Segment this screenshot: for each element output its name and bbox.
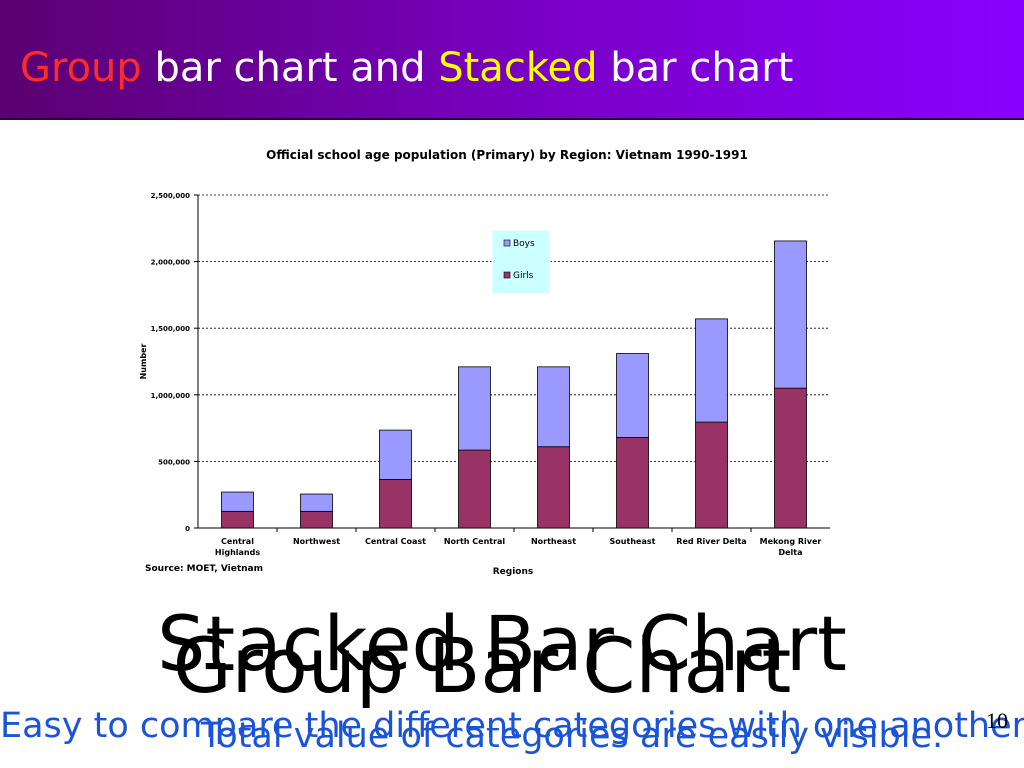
title-end-text: bar chart <box>597 45 794 91</box>
legend-label: Girls <box>513 271 534 281</box>
legend-label: Boys <box>513 239 535 249</box>
bar-boys <box>300 493 333 512</box>
x-tick-label: Mekong River <box>760 537 822 546</box>
legend-box <box>491 229 551 295</box>
x-tick-label: Northwest <box>293 537 340 546</box>
bar-boys <box>695 318 728 423</box>
bar-boys <box>537 366 570 448</box>
x-tick-label: Highlands <box>215 548 260 557</box>
y-tick-label: 1,500,000 <box>151 325 191 333</box>
bar-girls <box>300 510 333 529</box>
compare-categories-text: Easy to compare the different categories… <box>0 706 1024 746</box>
title-bar: Group bar chart and Stacked bar chart <box>0 0 1024 120</box>
total-value-text: Total value of categories are easily vis… <box>200 716 944 756</box>
x-tick-label: Southeast <box>610 537 656 546</box>
y-tick-label: 1,000,000 <box>151 392 191 400</box>
chart-title: Official school age population (Primary)… <box>266 148 748 162</box>
bar-girls <box>695 421 728 529</box>
x-tick-label: North Central <box>444 537 506 546</box>
page-number: 10 <box>986 708 1008 733</box>
x-axis-label: Regions <box>493 567 534 577</box>
source-note: Source: MOET, Vietnam <box>145 564 263 574</box>
y-tick-label: 500,000 <box>158 458 190 466</box>
title-group-word: Group <box>20 45 142 91</box>
bar-boys <box>221 491 254 512</box>
x-tick-label: Red River Delta <box>676 537 746 546</box>
bar-girls <box>458 449 491 529</box>
x-tick-label: Central Coast <box>365 537 426 546</box>
y-tick-label: 2,500,000 <box>151 192 191 200</box>
y-axis-label: Number <box>139 344 148 380</box>
x-tick-label: Central <box>221 537 254 546</box>
bar-girls <box>221 510 254 529</box>
bar-boys <box>379 429 412 480</box>
y-tick-label: 0 <box>185 525 190 533</box>
stacked-bar-chart-caption: Stacked Bar Chart <box>157 599 847 688</box>
legend-swatch <box>503 271 511 279</box>
bar-girls <box>379 478 412 529</box>
group-bar-chart-caption: Group Bar Chart <box>172 621 792 710</box>
stacked-bar-chart: Official school age population (Primary)… <box>139 148 830 577</box>
chart-area: Official school age population (Primary)… <box>120 140 840 580</box>
x-tick-label: Delta <box>778 548 802 557</box>
title-middle-text: bar chart and <box>141 45 439 91</box>
bar-girls <box>616 437 649 529</box>
legend-swatch <box>503 239 511 247</box>
bar-girls <box>537 446 570 529</box>
bar-girls <box>774 387 807 529</box>
y-tick-label: 2,000,000 <box>151 259 191 267</box>
slide-title: Group bar chart and Stacked bar chart <box>20 42 793 94</box>
bar-boys <box>458 366 491 451</box>
bar-boys <box>616 353 649 438</box>
x-tick-label: Northeast <box>531 537 576 546</box>
title-stacked-word: Stacked <box>438 45 598 91</box>
bar-boys <box>774 240 807 389</box>
